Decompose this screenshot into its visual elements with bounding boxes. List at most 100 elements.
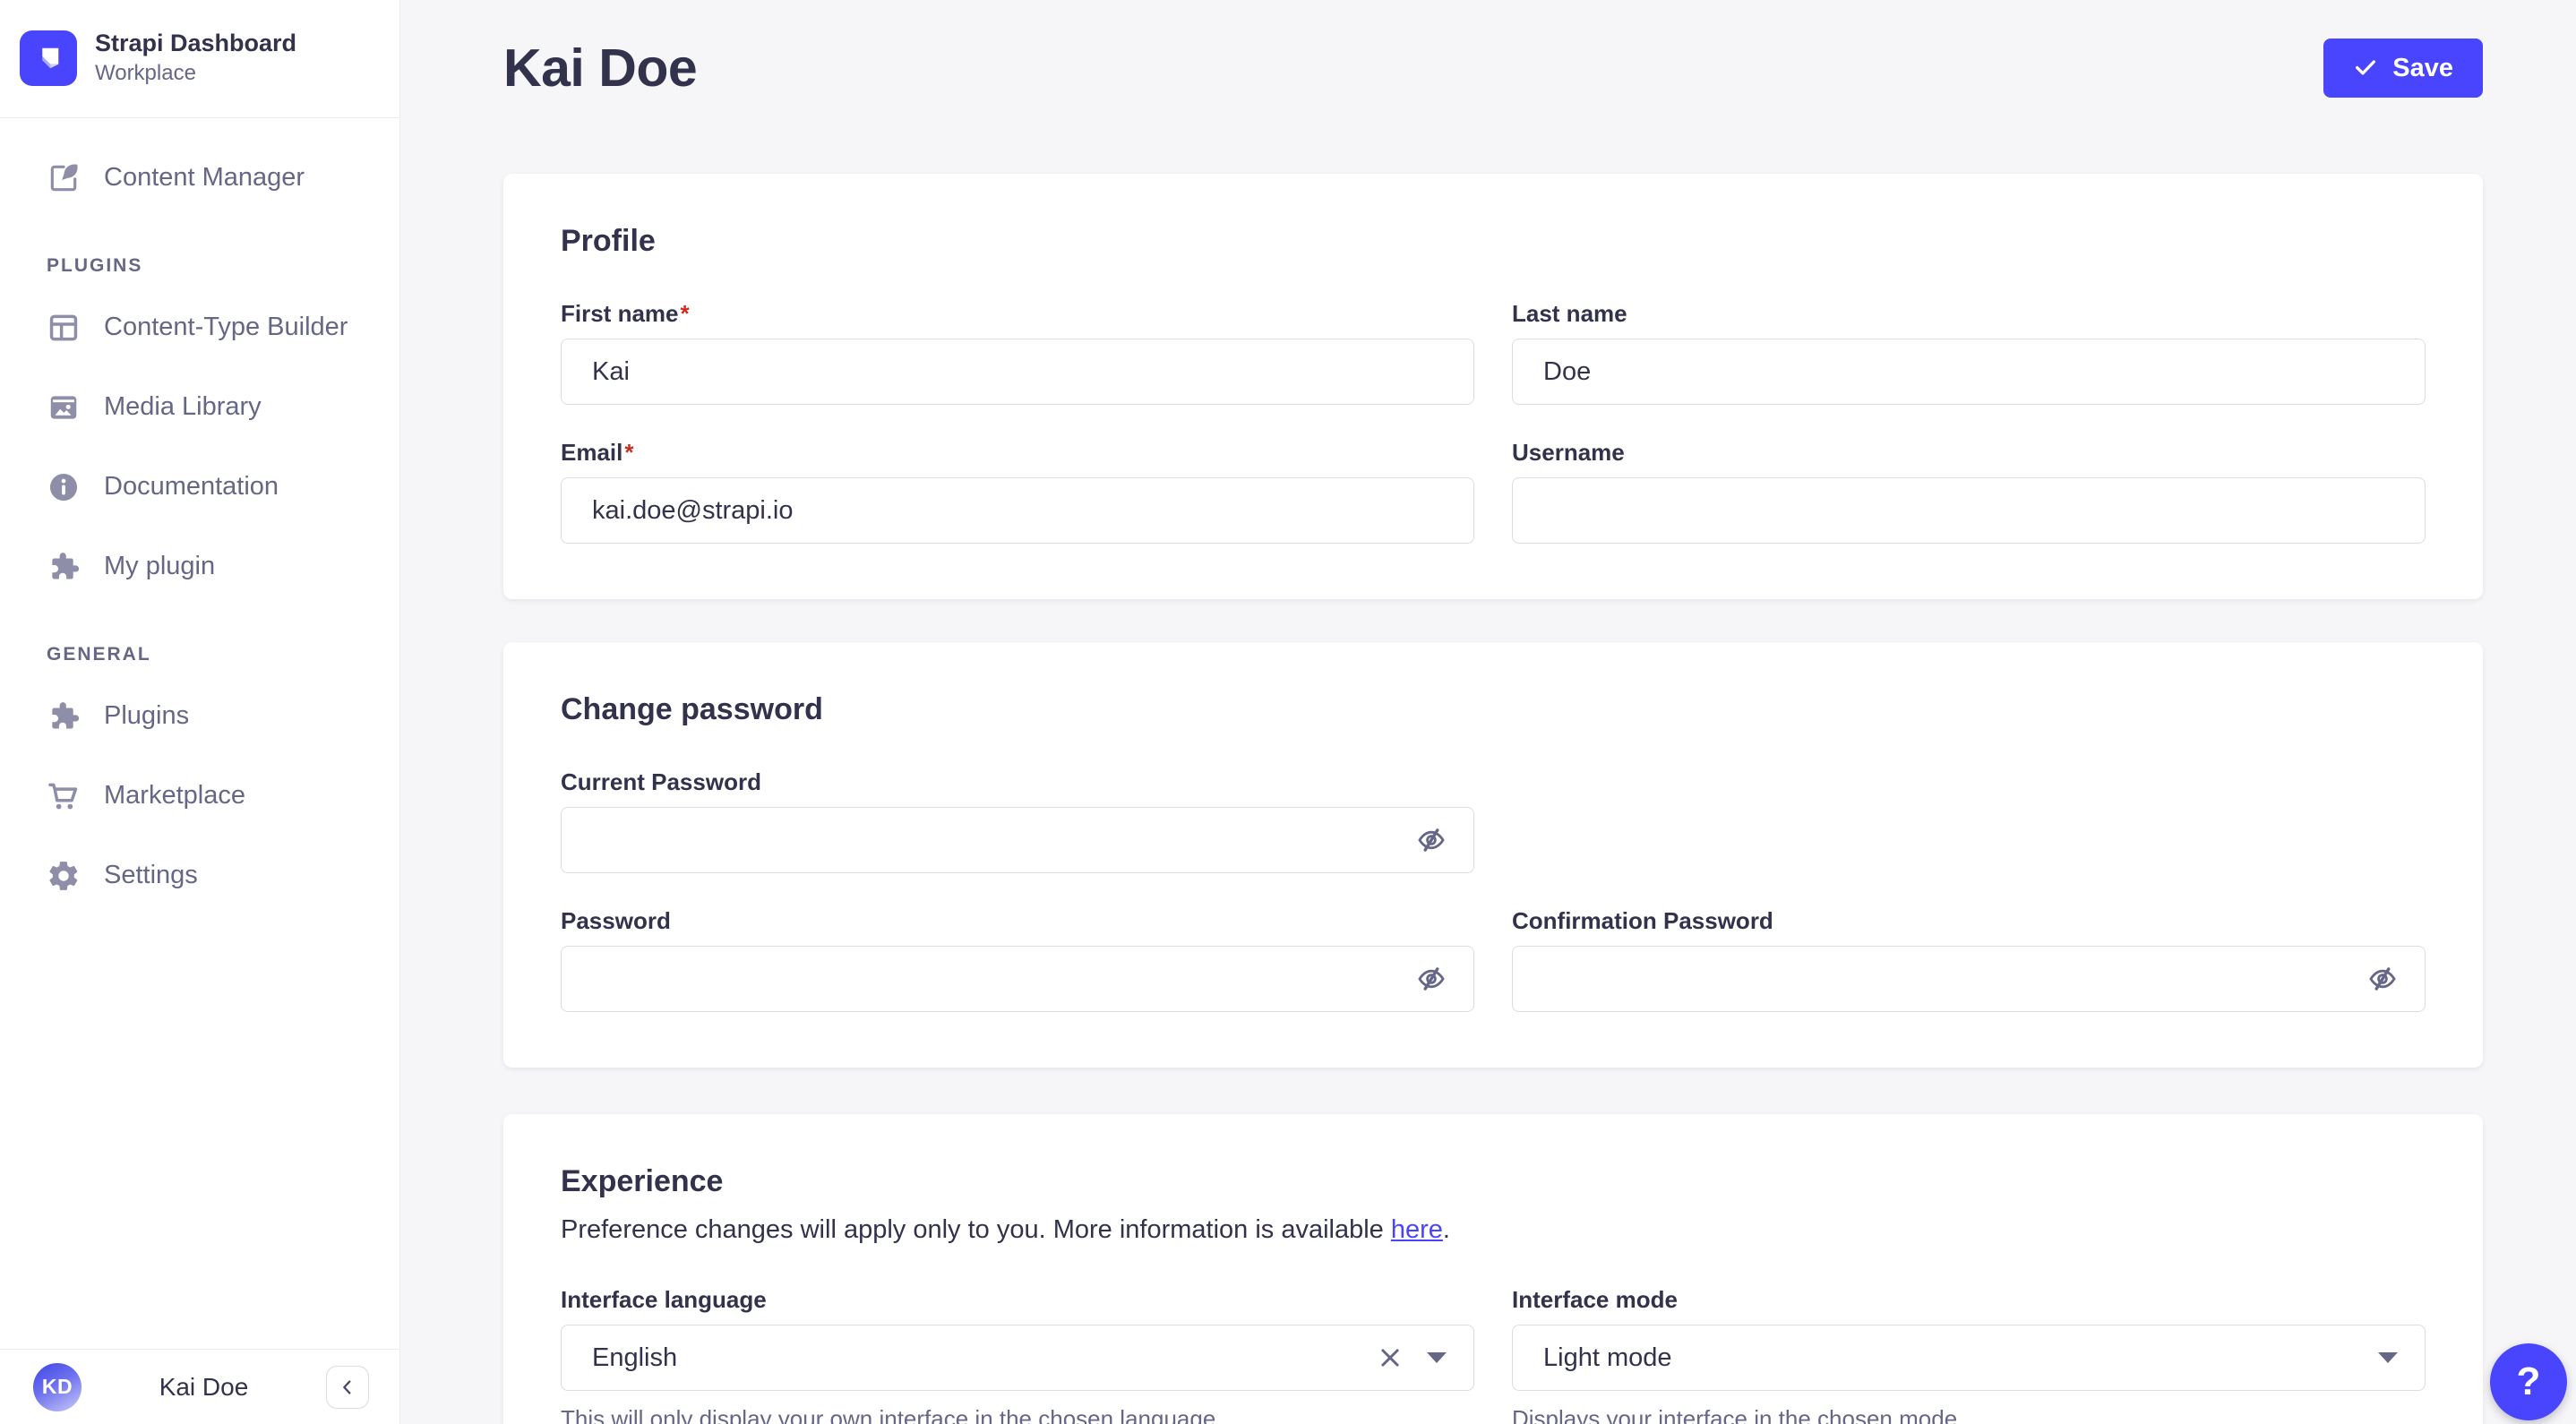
sidebar-user-name: Kai Doe <box>159 1372 249 1401</box>
avatar[interactable]: KD <box>33 1362 82 1411</box>
save-button-label: Save <box>2392 53 2453 82</box>
first-name-input[interactable] <box>561 339 1474 405</box>
sidebar-nav: Content Manager PLUGINS Content-Type Bui… <box>0 118 399 1349</box>
interface-mode-value: Light mode <box>1543 1343 1672 1372</box>
sidebar: Strapi Dashboard Workplace Content Manag… <box>0 0 400 1424</box>
profile-fields-grid: First name* Last name Email* Username <box>561 300 2426 544</box>
profile-card: Profile First name* Last name Email* <box>503 174 2483 599</box>
email-label-text: Email <box>561 439 623 466</box>
more-information-link[interactable]: here <box>1390 1215 1443 1244</box>
check-icon <box>2353 56 2378 81</box>
username-label: Username <box>1512 439 1625 466</box>
email-label: Email* <box>561 439 1474 467</box>
media-library-icon <box>47 390 81 425</box>
chevron-down-icon <box>2378 1352 2398 1363</box>
sidebar-item-marketplace[interactable]: Marketplace <box>0 756 399 836</box>
required-mark: * <box>624 439 634 466</box>
email-input[interactable] <box>561 477 1474 544</box>
current-password-input[interactable] <box>561 807 1474 873</box>
toggle-new-password-visibility-button[interactable] <box>1412 959 1451 999</box>
experience-card: Experience Preference changes will apply… <box>503 1114 2483 1424</box>
sidebar-item-my-plugin[interactable]: My plugin <box>0 527 399 606</box>
content-manager-icon <box>47 161 81 195</box>
change-password-card: Change password Current Password <box>503 642 2483 1068</box>
sidebar-footer: KD Kai Doe <box>0 1349 399 1424</box>
cart-icon <box>47 779 81 813</box>
confirm-password-field: Confirmation Password <box>1512 907 2426 1012</box>
sidebar-item-label: Media Library <box>104 392 262 422</box>
sidebar-item-label: Content-Type Builder <box>104 313 348 342</box>
sidebar-item-content-manager[interactable]: Content Manager <box>0 138 399 218</box>
clear-language-button[interactable] <box>1375 1343 1405 1373</box>
interface-language-hint: This will only display your own interfac… <box>561 1405 1223 1424</box>
strapi-logo-glyph <box>42 47 59 68</box>
grid-spacer <box>1512 768 2426 873</box>
sidebar-item-label: Plugins <box>104 701 190 731</box>
last-name-field: Last name <box>1512 300 2426 405</box>
interface-mode-select[interactable]: Light mode <box>1512 1325 2426 1391</box>
sidebar-item-plugins[interactable]: Plugins <box>0 676 399 756</box>
brand-text: Strapi Dashboard Workplace <box>95 29 296 87</box>
eye-slash-icon <box>2369 967 2396 991</box>
strapi-logo-icon <box>20 30 77 86</box>
sidebar-item-label: Documentation <box>104 472 279 502</box>
interface-mode-field: Interface mode Light mode Displays your … <box>1512 1286 2426 1424</box>
username-input[interactable] <box>1512 477 2426 544</box>
experience-description: Preference changes will apply only to yo… <box>561 1215 2426 1245</box>
username-field: Username <box>1512 439 2426 544</box>
experience-card-title: Experience <box>561 1164 724 1198</box>
page-title: Kai Doe <box>503 39 698 98</box>
interface-language-select[interactable]: English <box>561 1325 1474 1391</box>
sidebar-item-media-library[interactable]: Media Library <box>0 367 399 447</box>
change-password-card-title: Change password <box>561 692 823 726</box>
main-content: Kai Doe Save Profile First name* <box>400 0 2576 1424</box>
interface-mode-hint: Displays your interface in the chosen mo… <box>1512 1405 1964 1424</box>
help-button[interactable]: ? <box>2490 1343 2567 1420</box>
sidebar-item-settings[interactable]: Settings <box>0 836 399 915</box>
current-password-field: Current Password <box>561 768 1474 873</box>
current-password-label: Current Password <box>561 768 761 795</box>
experience-description-text: Preference changes will apply only to yo… <box>561 1215 1391 1244</box>
sidebar-item-documentation[interactable]: Documentation <box>0 447 399 527</box>
puzzle-icon <box>47 699 81 733</box>
brand-subtitle: Workplace <box>95 61 196 86</box>
experience-description-period: . <box>1442 1215 1450 1244</box>
sidebar-item-content-type-builder[interactable]: Content-Type Builder <box>0 287 399 367</box>
puzzle-icon <box>47 550 81 584</box>
gear-icon <box>47 859 81 893</box>
last-name-input[interactable] <box>1512 339 2426 405</box>
sidebar-heading-plugins: PLUGINS <box>47 255 143 277</box>
toggle-confirm-password-visibility-button[interactable] <box>2363 959 2402 999</box>
first-name-label-text: First name <box>561 300 679 327</box>
question-mark-icon: ? <box>2516 1360 2541 1403</box>
sidebar-item-label: Content Manager <box>104 163 305 193</box>
first-name-field: First name* <box>561 300 1474 405</box>
interface-language-value: English <box>592 1343 678 1372</box>
sidebar-item-label: Marketplace <box>104 781 245 811</box>
last-name-label: Last name <box>1512 300 1627 327</box>
interface-mode-label: Interface mode <box>1512 1286 1678 1313</box>
sidebar-heading-general: GENERAL <box>47 644 151 665</box>
profile-card-title: Profile <box>561 224 656 258</box>
password-fields-grid: Current Password <box>561 768 2426 1012</box>
required-mark: * <box>680 300 690 327</box>
page-header: Kai Doe Save <box>503 38 2483 99</box>
eye-slash-icon <box>1418 828 1445 852</box>
sidebar-item-label: Settings <box>104 861 198 890</box>
confirm-password-input[interactable] <box>1512 946 2426 1012</box>
new-password-field: Password <box>561 907 1474 1012</box>
content-type-builder-icon <box>47 311 81 345</box>
sidebar-item-label: My plugin <box>104 552 216 581</box>
collapse-sidebar-button[interactable] <box>326 1365 369 1409</box>
chevron-down-icon <box>1427 1352 1447 1363</box>
new-password-input[interactable] <box>561 946 1474 1012</box>
documentation-icon <box>47 470 81 504</box>
interface-language-field: Interface language English <box>561 1286 1474 1424</box>
email-field: Email* <box>561 439 1474 544</box>
save-button[interactable]: Save <box>2323 39 2483 98</box>
experience-fields-grid: Interface language English <box>561 1286 2426 1424</box>
chevron-left-icon <box>338 1377 357 1397</box>
first-name-label: First name* <box>561 300 1474 328</box>
toggle-current-password-visibility-button[interactable] <box>1412 820 1451 860</box>
